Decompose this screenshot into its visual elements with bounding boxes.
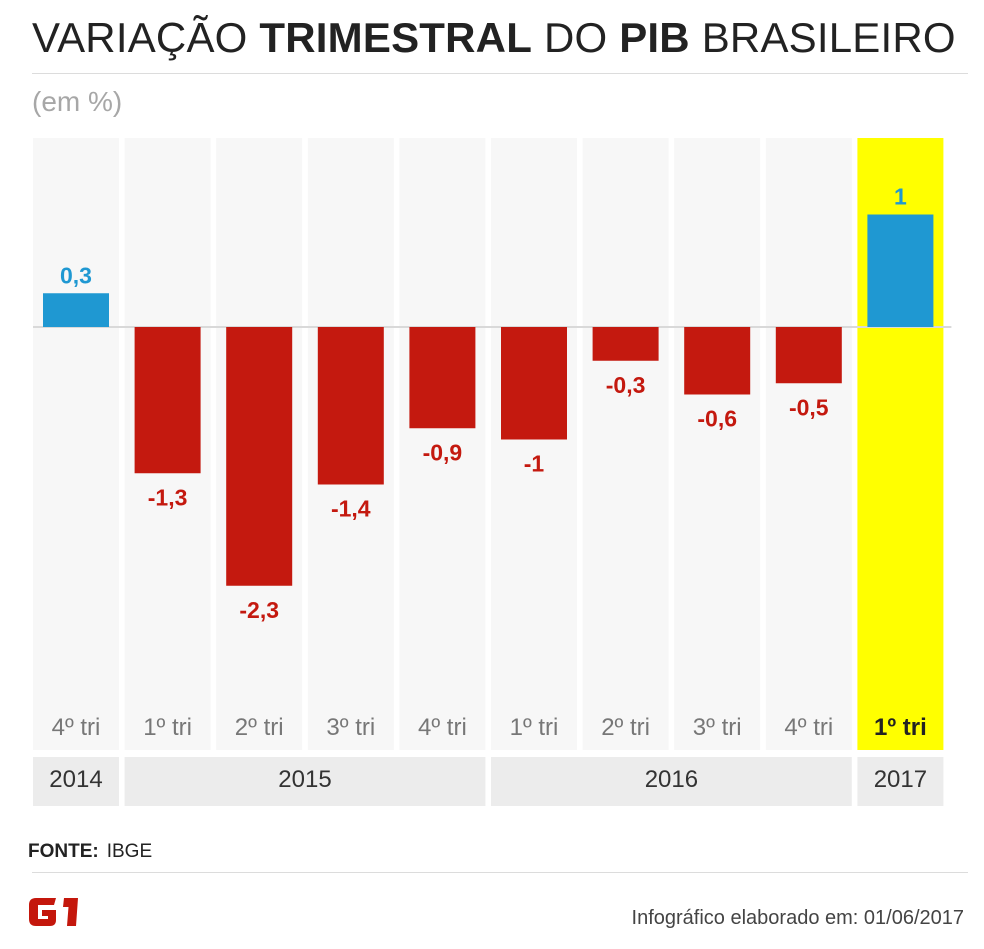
title-divider: [32, 73, 968, 74]
bar: [226, 327, 293, 586]
year-label: 2017: [874, 766, 927, 793]
quarter-label: 3º tri: [326, 714, 375, 741]
quarter-label: 3º tri: [693, 714, 742, 741]
column-background: [491, 138, 577, 750]
column-background: [582, 138, 669, 750]
data-label: 1: [894, 184, 907, 210]
quarter-label: 1º tri: [874, 714, 927, 741]
data-label: -1: [524, 451, 545, 477]
year-band: [491, 757, 852, 806]
g1-logo: [29, 898, 78, 926]
data-label: -0,5: [789, 394, 829, 420]
quarter-label: 1º tri: [143, 714, 192, 741]
title-part: VARIAÇÃO: [32, 14, 260, 61]
bar: [501, 327, 567, 440]
data-label: -0,6: [697, 406, 737, 432]
column-background: [674, 138, 761, 750]
source-value: IBGE: [106, 841, 153, 862]
title-part: BRASILEIRO: [689, 14, 956, 61]
bar-chart: 0,3 4º tri -1,3 1º tri -2,3 2º tri -1,4 3º tri -…: [33, 138, 952, 806]
column-background: [765, 138, 852, 750]
data-label: -2,3: [239, 597, 279, 623]
column-background: [399, 138, 486, 750]
bar: [134, 327, 201, 474]
quarter-label: 2º tri: [601, 714, 650, 741]
bar: [43, 293, 109, 327]
quarter-label: 2º tri: [235, 714, 284, 741]
bar: [317, 327, 384, 485]
bar: [684, 327, 751, 395]
title-part: DO: [532, 14, 620, 61]
footer-divider: [32, 872, 968, 873]
quarter-label: 1º tri: [510, 714, 559, 741]
quarter-label: 4º tri: [52, 714, 101, 741]
data-label: -1,4: [331, 496, 371, 522]
bar: [867, 214, 934, 327]
data-label: -1,3: [148, 484, 188, 510]
bar: [409, 327, 476, 429]
column-background: [33, 138, 119, 750]
year-label: 2014: [49, 766, 102, 793]
bar: [592, 327, 659, 361]
data-label: 0,3: [60, 262, 92, 288]
title-part-bold: TRIMESTRAL: [259, 14, 533, 61]
source-line: FONTE: IBGE: [28, 841, 152, 863]
quarter-label: 4º tri: [784, 714, 833, 741]
data-label: -0,3: [606, 372, 646, 398]
data-label: -0,9: [423, 439, 463, 465]
source-label: FONTE:: [28, 841, 99, 862]
title-part-bold: PIB: [619, 14, 690, 61]
bar: [775, 327, 842, 384]
year-label: 2016: [645, 766, 698, 793]
quarter-label: 4º tri: [418, 714, 467, 741]
chart-title: VARIAÇÃO TRIMESTRAL DO PIB BRASILEIRO: [32, 14, 956, 62]
year-band: [33, 757, 119, 806]
year-band: [857, 757, 944, 806]
year-label: 2015: [278, 766, 331, 793]
year-band: [124, 757, 486, 806]
credit-line: Infográfico elaborado em: 01/06/2017: [631, 907, 964, 929]
chart-subtitle: (em %): [32, 86, 123, 117]
